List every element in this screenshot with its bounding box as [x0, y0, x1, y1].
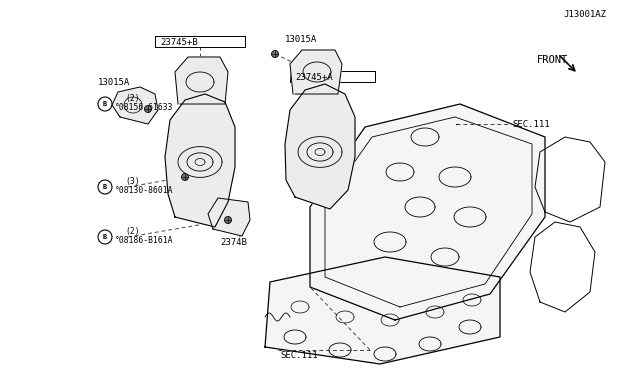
Text: 23745+A: 23745+A	[295, 73, 333, 81]
Text: 13015A: 13015A	[98, 77, 131, 87]
Text: 23745+B: 23745+B	[160, 38, 198, 46]
Polygon shape	[175, 57, 228, 104]
Text: FRONT: FRONT	[537, 55, 568, 65]
Polygon shape	[265, 257, 500, 364]
Polygon shape	[208, 198, 250, 236]
Polygon shape	[310, 104, 545, 320]
Text: °08186-B161A: °08186-B161A	[115, 235, 173, 244]
Text: 2374B: 2374B	[220, 237, 247, 247]
Circle shape	[98, 97, 112, 111]
Text: SEC.111: SEC.111	[512, 119, 550, 128]
Circle shape	[98, 230, 112, 244]
Text: B: B	[103, 184, 107, 190]
Circle shape	[98, 180, 112, 194]
Circle shape	[145, 106, 152, 112]
Text: B: B	[103, 234, 107, 240]
Polygon shape	[290, 50, 342, 94]
Circle shape	[271, 51, 278, 58]
Text: (2): (2)	[125, 93, 140, 103]
Text: (2): (2)	[125, 227, 140, 235]
Circle shape	[182, 173, 189, 180]
Text: SEC.111: SEC.111	[280, 350, 317, 359]
Polygon shape	[165, 94, 235, 227]
Polygon shape	[285, 84, 355, 209]
Text: B: B	[103, 101, 107, 107]
Text: (3): (3)	[125, 176, 140, 186]
Text: °08156-61633: °08156-61633	[115, 103, 173, 112]
Text: J13001AZ: J13001AZ	[563, 10, 606, 19]
Text: °08130-8601A: °08130-8601A	[115, 186, 173, 195]
Text: 13015A: 13015A	[285, 35, 317, 44]
Polygon shape	[112, 87, 158, 124]
Circle shape	[225, 217, 232, 224]
